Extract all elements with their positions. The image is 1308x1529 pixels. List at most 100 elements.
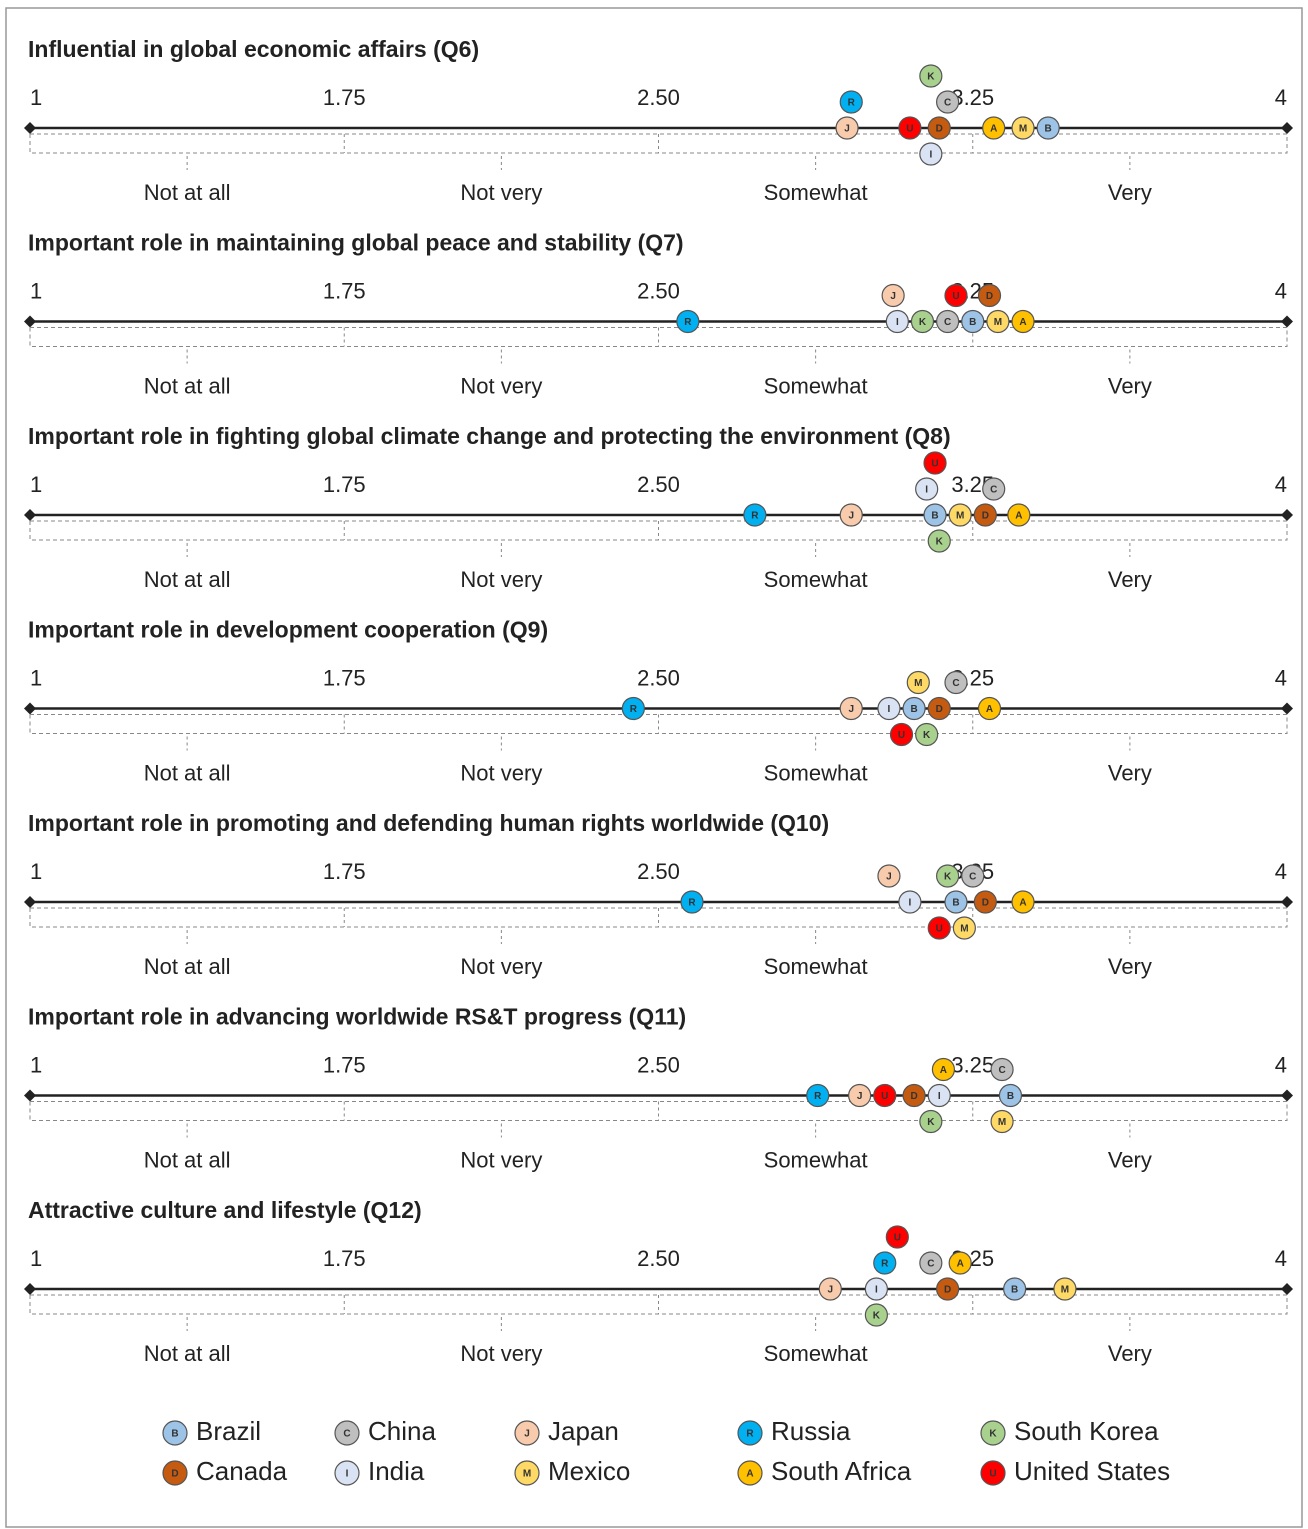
- dot-code: C: [952, 678, 959, 689]
- country-dot: [1011, 116, 1035, 140]
- dot-code: D: [982, 511, 989, 522]
- panel-title: Important role in development cooperatio…: [28, 617, 548, 643]
- dot-code: B: [1007, 1091, 1014, 1102]
- category-label: Not at all: [144, 567, 231, 592]
- category-label: Not very: [460, 373, 542, 398]
- axis-end: [24, 702, 36, 715]
- x-tick-label: 1: [30, 278, 42, 303]
- panel-title: Important role in fighting global climat…: [28, 423, 951, 449]
- country-dot: [910, 309, 935, 334]
- dot-code: I: [896, 317, 899, 328]
- category-label: Not at all: [144, 760, 231, 785]
- country-dot: [977, 696, 1002, 721]
- dot-code: K: [919, 317, 927, 328]
- x-tick-label: 1: [30, 85, 42, 110]
- x-tick-label: 3.25: [951, 1052, 994, 1077]
- country-dot: [873, 1251, 897, 1275]
- legend-swatch: [737, 1460, 763, 1486]
- country-dot: [936, 1277, 960, 1301]
- country-dot: [919, 1251, 943, 1275]
- country-dot: [902, 1083, 926, 1108]
- category-label: Very: [1108, 760, 1152, 785]
- country-dot: [676, 309, 700, 334]
- category-label: Very: [1108, 180, 1152, 205]
- x-tick-label: 2.50: [637, 1246, 680, 1271]
- country-dot: [990, 1057, 1014, 1082]
- country-dot: [982, 116, 1006, 140]
- dot-code: C: [944, 317, 951, 328]
- legend-label: China: [368, 1416, 436, 1446]
- legend-label: Brazil: [196, 1416, 261, 1446]
- dot-code: M: [1061, 1285, 1069, 1296]
- dot-code: K: [927, 72, 935, 83]
- panel-title: Influential in global economic affairs (…: [28, 36, 479, 62]
- category-label: Not at all: [144, 1341, 231, 1366]
- dot-code: I: [909, 898, 912, 909]
- dot-code: B: [952, 898, 959, 909]
- country-dot: [919, 142, 943, 166]
- x-tick-label: 1: [30, 472, 42, 497]
- x-tick-label: 1.75: [323, 278, 366, 303]
- country-dot: [1011, 890, 1035, 914]
- dot-code: B: [910, 704, 917, 715]
- legend-swatch: [514, 1420, 540, 1446]
- dot-code: R: [751, 511, 759, 522]
- x-tick-label: 2.50: [637, 859, 680, 884]
- country-dot: [923, 503, 947, 527]
- country-dot: [923, 451, 947, 475]
- axis-end: [24, 896, 36, 908]
- dot-code: R: [684, 317, 692, 328]
- x-tick-label: 2.50: [637, 1052, 680, 1077]
- x-tick-label: 1.75: [323, 85, 366, 110]
- country-dot: [898, 890, 922, 914]
- dot-code: M: [956, 511, 964, 522]
- legend-swatch: [737, 1420, 763, 1446]
- dot-code: R: [848, 98, 856, 109]
- dot-code: D: [982, 898, 989, 909]
- country-dot: [1053, 1277, 1077, 1301]
- dot-code: K: [927, 1117, 935, 1128]
- country-dot: [877, 696, 901, 721]
- dot-code: I: [875, 1285, 878, 1296]
- x-tick-label: 2.50: [637, 472, 680, 497]
- category-label: Not very: [460, 180, 542, 205]
- country-dot: [848, 1083, 872, 1108]
- dot-code: J: [844, 124, 850, 135]
- x-tick-label: 4: [1275, 859, 1287, 884]
- country-dot: [961, 309, 985, 334]
- x-tick-label: 4: [1275, 665, 1287, 690]
- legend-label: United States: [1014, 1456, 1170, 1486]
- dot-code: K: [923, 730, 931, 741]
- country-dot: [936, 90, 960, 114]
- legend-code: R: [746, 1429, 754, 1440]
- x-tick-label: 1.75: [323, 1246, 366, 1271]
- category-label: Not very: [460, 1147, 542, 1172]
- dot-code: B: [1045, 124, 1052, 135]
- dot-code: A: [990, 124, 997, 135]
- axis-end: [1281, 896, 1293, 908]
- country-dot: [898, 116, 922, 140]
- country-dot: [944, 283, 968, 308]
- legend-swatch: [334, 1460, 360, 1486]
- category-label: Not very: [460, 760, 542, 785]
- dot-code: U: [906, 124, 913, 135]
- legend-label: Canada: [196, 1456, 288, 1486]
- dot-code: J: [828, 1285, 834, 1296]
- axis-end: [1281, 315, 1293, 328]
- country-dot: [1007, 503, 1031, 527]
- legend-swatch: [980, 1460, 1006, 1486]
- country-dot: [902, 696, 926, 721]
- category-label: Not very: [460, 567, 542, 592]
- category-label: Somewhat: [764, 1341, 868, 1366]
- dot-code: A: [1015, 511, 1022, 522]
- country-dot: [885, 1225, 909, 1249]
- country-dot: [915, 722, 939, 747]
- x-tick-label: 4: [1275, 1246, 1287, 1271]
- dot-code: B: [969, 317, 976, 328]
- dot-code: D: [986, 291, 993, 302]
- legend-code: K: [989, 1429, 997, 1440]
- country-dot: [927, 1083, 951, 1108]
- category-label: Very: [1108, 567, 1152, 592]
- country-dot: [931, 1057, 956, 1082]
